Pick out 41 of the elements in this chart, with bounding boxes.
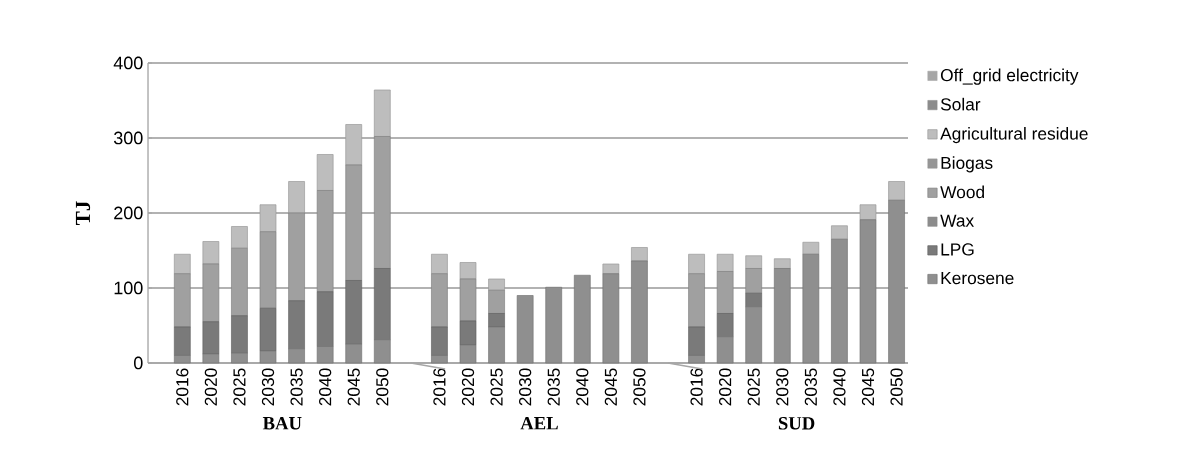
x-tick-label: 2045 bbox=[347, 368, 360, 406]
y-tick-label: 300 bbox=[113, 131, 143, 145]
y-tick-label: 400 bbox=[113, 56, 143, 70]
x-tick-label: 2030 bbox=[519, 368, 532, 406]
text: SUD bbox=[778, 417, 815, 430]
x-tick-label: 2030 bbox=[776, 368, 789, 406]
x-tick-label: 2050 bbox=[633, 368, 646, 406]
x-tick-label: 2016 bbox=[690, 368, 703, 406]
legend-label: Wax bbox=[940, 214, 974, 227]
text: AEL bbox=[520, 417, 558, 430]
legend-label: Kerosene bbox=[941, 272, 1014, 285]
legend-label: Off_grid electricity bbox=[940, 68, 1079, 85]
y-tick-label: 200 bbox=[114, 206, 143, 220]
text: BAU bbox=[262, 417, 302, 430]
x-tick-label: 2040 bbox=[833, 368, 846, 406]
x-tick-label: 2016 bbox=[433, 368, 446, 406]
x-tick-label: 2025 bbox=[233, 368, 246, 406]
x-tick-label: 2050 bbox=[376, 368, 389, 406]
y-axis-title: TJ bbox=[75, 201, 91, 226]
y-tick-label: 100 bbox=[114, 281, 143, 295]
x-tick-label: 2035 bbox=[547, 368, 560, 406]
x-tick-label: 2016 bbox=[176, 368, 189, 406]
x-tick-label: 2025 bbox=[490, 368, 503, 406]
x-tick-label: 2035 bbox=[804, 368, 817, 406]
legend-label: Agricultural residue bbox=[940, 127, 1088, 144]
x-tick-label: 2020 bbox=[461, 368, 475, 406]
x-tick-label: 2045 bbox=[861, 368, 875, 406]
legend-label: Solar bbox=[940, 97, 981, 111]
x-tick-label: 2020 bbox=[719, 368, 732, 406]
x-tick-label: 2025 bbox=[747, 368, 760, 406]
x-tick-label: 2040 bbox=[576, 368, 589, 406]
x-tick-label: 2045 bbox=[604, 368, 617, 406]
y-tick-label: 0 bbox=[134, 356, 143, 370]
x-tick-label: 2030 bbox=[261, 368, 275, 406]
legend-label: Biogas bbox=[941, 156, 993, 173]
x-tick-label: 2050 bbox=[890, 368, 903, 406]
legend-label: LPG bbox=[941, 243, 974, 256]
x-tick-label: 2035 bbox=[290, 368, 303, 406]
x-tick-label: 2020 bbox=[204, 368, 217, 406]
x-tick-label: 2040 bbox=[319, 368, 332, 406]
legend-label: Wood bbox=[940, 185, 984, 199]
